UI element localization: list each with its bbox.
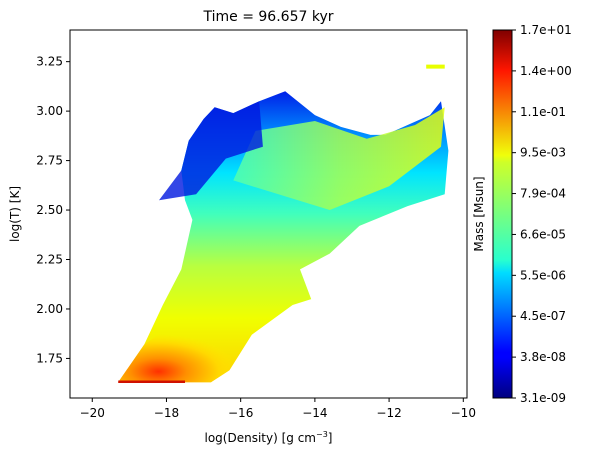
x-tick-label: −10 (451, 406, 476, 420)
colorbar-tick-label: 6.6e-05 (520, 227, 566, 241)
high-density-tail (233, 107, 445, 210)
y-tick-label: 3.00 (36, 104, 63, 118)
plot-area (118, 64, 449, 384)
plot-frame (69, 29, 468, 399)
y-axis: 1.75 2.00 2.25 2.50 2.75 3.00 3.25 (36, 55, 70, 365)
y-axis-label: log(T) [K] (8, 186, 22, 242)
colorbar-tick-label: 5.5e-06 (520, 268, 566, 282)
x-axis-label: log(Density) [g cm−3] (205, 430, 333, 445)
colorbar-tick-label: 3.1e-09 (520, 391, 566, 405)
colorbar-label: Mass [Msun] (472, 176, 486, 251)
y-tick-label: 2.25 (36, 253, 63, 267)
x-tick-label: −14 (302, 406, 327, 420)
colorbar-tick-label: 1.1e-01 (520, 105, 566, 119)
y-tick-label: 3.25 (36, 55, 63, 69)
colorbar-tick-label: 3.8e-08 (520, 350, 566, 364)
low-mass-region (159, 101, 263, 201)
colorbar-tick-label: 9.5e-03 (520, 146, 566, 160)
colorbar-tick-label: 4.5e-07 (520, 309, 566, 323)
x-axis-label-exponent: −3 (316, 430, 328, 439)
x-axis: −20 −18 −16 −14 −12 −10 (80, 398, 476, 420)
y-tick-label: 2.75 (36, 154, 63, 168)
y-tick-label: 2.00 (36, 302, 63, 316)
y-tick-label: 2.50 (36, 203, 63, 217)
x-tick-label: −18 (154, 406, 179, 420)
x-tick-label: −16 (228, 406, 253, 420)
x-axis-label-close: ] (328, 431, 333, 445)
y-tick-label: 1.75 (36, 351, 63, 365)
colorbar-tick-label: 1.7e+01 (520, 23, 572, 37)
colorbar (492, 29, 513, 399)
high-mass-region (118, 328, 234, 383)
x-tick-label: −20 (80, 406, 105, 420)
x-axis-label-main: log(Density) [g cm (205, 431, 317, 445)
colorbar-ticks: 3.1e-09 3.8e-08 4.5e-07 5.5e-06 6.6e-05 7.9e-… (512, 23, 572, 405)
colorbar-tick-label: 1.4e+00 (520, 64, 572, 78)
x-tick-label: −12 (376, 406, 401, 420)
colorbar-tick-label: 7.9e-04 (520, 187, 566, 201)
isolated-clump (426, 64, 445, 69)
chart-title: Time = 96.657 kyr (203, 9, 334, 25)
